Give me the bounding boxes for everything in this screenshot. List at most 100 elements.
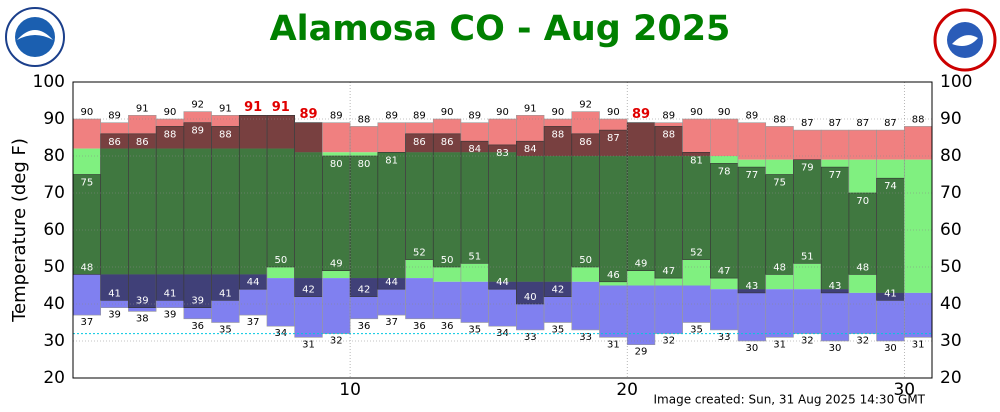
y-tick-label-right: 30: [940, 331, 962, 351]
record-low-label: 37: [80, 317, 93, 328]
record-high-label: 90: [441, 107, 454, 118]
observed-low-label: 39: [191, 296, 204, 307]
observed-high-label: 70: [856, 196, 869, 207]
record-high-band: [848, 130, 877, 160]
y-tick-label: 20: [43, 368, 65, 388]
observed-bar: [488, 144, 517, 290]
observed-high-label: 86: [136, 137, 149, 148]
observed-low-label: 42: [302, 285, 315, 296]
record-high-label: 90: [552, 107, 565, 118]
observed-bar: [183, 122, 212, 308]
observed-bar: [349, 155, 379, 297]
record-low-band: [765, 289, 794, 338]
record-low-label: 36: [191, 321, 204, 332]
record-low-band: [266, 278, 295, 327]
record-low-label: 33: [524, 332, 537, 343]
observed-low-label: 47: [718, 266, 731, 277]
record-high-label: 89: [385, 111, 398, 122]
record-low-band: [710, 289, 739, 330]
observed-high-label: 83: [496, 148, 509, 159]
record-low-band: [571, 281, 600, 330]
record-low-label: 35: [552, 325, 565, 336]
observed-high-label: 84: [524, 144, 537, 155]
observed-bar: [211, 126, 240, 301]
observed-high-label: 81: [385, 155, 398, 166]
record-low-band: [599, 285, 628, 338]
observed-bar: [72, 174, 102, 275]
record-high-label: 92: [579, 100, 592, 111]
observed-high-label: 80: [358, 159, 371, 170]
record-high-label: 88: [773, 114, 786, 125]
observed-low-label: 48: [856, 262, 869, 273]
record-low-label: 33: [579, 332, 592, 343]
observed-bar: [266, 115, 295, 268]
observed-bar: [377, 152, 406, 290]
y-tick-label: 100: [33, 72, 65, 92]
record-low-band: [821, 289, 849, 341]
record-high-label: 90: [496, 107, 509, 118]
record-low-band: [876, 292, 905, 341]
record-low-band: [433, 281, 461, 319]
observed-high-label: 78: [718, 166, 731, 177]
record-observed-high-label: 91: [272, 100, 290, 115]
x-tick-label: 10: [339, 380, 361, 400]
y-tick-label-right: 100: [940, 72, 972, 92]
x-tick-label: 20: [616, 380, 638, 400]
record-high-label: 87: [856, 118, 869, 129]
observed-low-label: 39: [136, 296, 149, 307]
observed-high-label: 86: [108, 137, 121, 148]
observed-high-label: 88: [164, 129, 177, 140]
observed-low-label: 44: [496, 277, 509, 288]
record-low-label: 37: [385, 317, 398, 328]
y-tick-label: 50: [43, 257, 65, 277]
nws-logo: [933, 8, 997, 72]
record-low-band: [73, 274, 101, 316]
record-high-band: [322, 122, 351, 153]
observed-high-label: 81: [690, 155, 703, 166]
observed-low-label: 42: [358, 285, 371, 296]
record-low-label: 37: [247, 317, 260, 328]
record-low-label: 31: [912, 339, 925, 350]
noaa-logo: [5, 7, 65, 67]
observed-high-label: 87: [607, 133, 620, 144]
observed-bar: [100, 133, 129, 301]
observed-low-label: 51: [468, 251, 481, 262]
record-observed-high-label: 91: [244, 100, 262, 115]
record-high-band: [738, 122, 766, 160]
chart-title: Alamosa CO - Aug 2025: [270, 9, 731, 49]
record-low-label: 36: [413, 321, 426, 332]
record-high-label: 91: [136, 103, 149, 114]
observed-low-label: 49: [330, 259, 343, 270]
record-observed-high-label: 89: [299, 107, 317, 122]
y-tick-label-right: 50: [940, 257, 962, 277]
record-low-label: 36: [358, 321, 371, 332]
record-high-label: 87: [829, 118, 842, 129]
observed-high-label: 88: [662, 129, 675, 140]
observed-low-label: 41: [108, 288, 121, 299]
record-low-label: 31: [773, 339, 786, 350]
record-low-band: [793, 289, 822, 334]
record-low-label: 32: [801, 336, 814, 347]
observed-high-label: 88: [552, 129, 565, 140]
record-high-label: 91: [219, 103, 232, 114]
record-low-label: 35: [219, 325, 232, 336]
observed-high-label: 75: [773, 178, 786, 189]
observed-high-label: 79: [801, 163, 814, 174]
y-tick-label: 60: [43, 220, 65, 240]
record-high-band: [377, 122, 406, 153]
observed-high-label: 86: [413, 137, 426, 148]
observed-high-label: 86: [441, 137, 454, 148]
record-low-band: [904, 292, 932, 338]
observed-low-label: 52: [690, 248, 703, 259]
record-high-band: [904, 126, 932, 160]
y-tick-label-right: 70: [940, 183, 962, 203]
observed-low-label: 41: [884, 288, 897, 299]
observed-bar: [405, 133, 434, 260]
record-low-label: 34: [274, 328, 287, 339]
observed-low-label: 46: [607, 270, 620, 281]
observed-low-label: 49: [635, 259, 648, 270]
observed-high-label: 89: [191, 126, 204, 137]
observed-high-label: 74: [884, 181, 897, 192]
record-low-band: [738, 289, 766, 341]
